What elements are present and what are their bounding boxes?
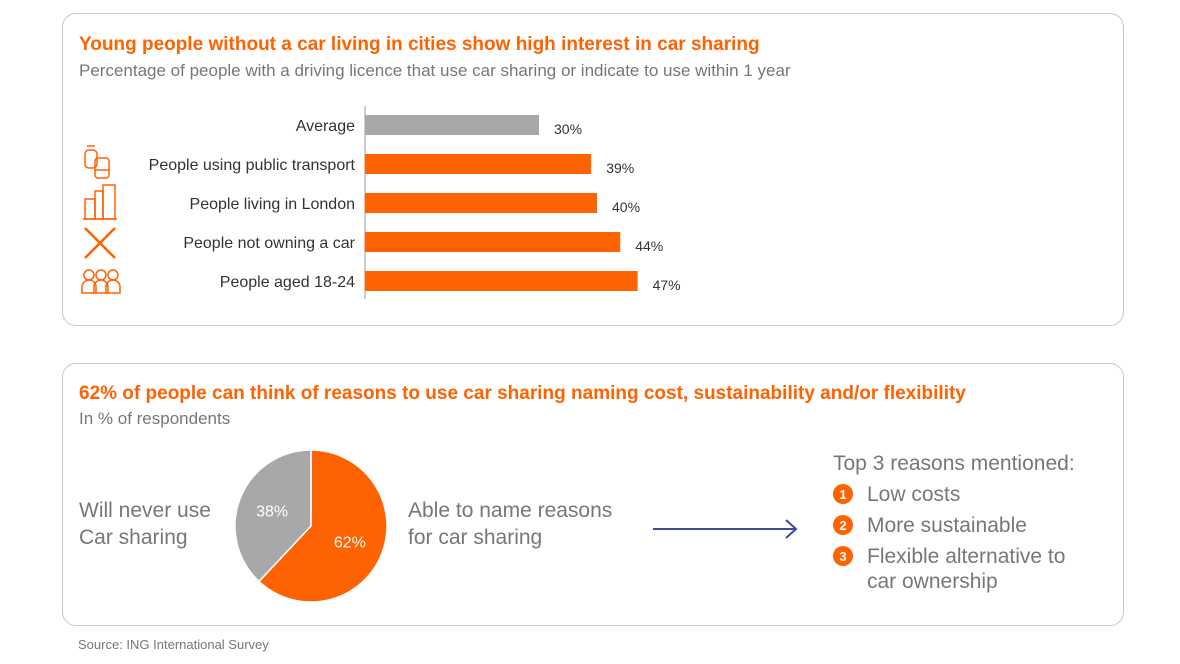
number-badge: 3 <box>833 546 853 566</box>
bar <box>365 193 597 213</box>
category-label: People living in London <box>190 196 355 213</box>
reason-text: Low costs <box>867 483 961 506</box>
never-use-label: Will never use Car sharing <box>79 497 211 551</box>
reason-text: car ownership <box>867 570 998 593</box>
data-label: 30% <box>554 121 582 137</box>
building <box>102 184 116 220</box>
data-label: 40% <box>612 199 640 215</box>
bus <box>94 157 110 179</box>
bar <box>365 232 621 252</box>
label-line: Car sharing <box>79 526 188 549</box>
body <box>93 279 109 294</box>
reason-text: Flexible alternative to <box>867 545 1066 568</box>
label-line: Will never use <box>79 499 211 522</box>
pie-chart-panel: 62% of people can think of reasons to us… <box>62 363 1124 626</box>
chart-title: 62% of people can think of reasons to us… <box>79 383 966 404</box>
pie-chart: 62% 38% <box>234 449 388 603</box>
head <box>107 269 119 281</box>
buildings-icon <box>83 184 117 220</box>
bar <box>365 115 539 135</box>
source-note: Source: ING International Survey <box>78 637 269 652</box>
data-label: 39% <box>606 160 634 176</box>
bar <box>365 154 592 174</box>
bar-chart-panel: Young people without a car living in cit… <box>62 13 1124 326</box>
pie-slice <box>234 449 312 583</box>
chart-subtitle: In % of respondents <box>79 409 231 428</box>
category-label: People aged 18-24 <box>220 274 355 291</box>
label-line: Able to name reasons <box>408 499 613 522</box>
arrow-right-icon <box>653 519 798 539</box>
head <box>83 269 95 281</box>
tram-bus-icon <box>84 145 110 179</box>
body <box>81 279 97 294</box>
building <box>94 190 104 220</box>
bar <box>365 271 638 291</box>
group-icon <box>81 269 121 294</box>
building <box>84 198 96 220</box>
number-badge: 1 <box>833 484 853 504</box>
number-badge: 2 <box>833 515 853 535</box>
reason-item: 2 More sustainable <box>833 513 1027 538</box>
label-line: for car sharing <box>408 526 543 549</box>
tram <box>84 149 98 169</box>
reason-item: 1 Low costs <box>833 482 960 507</box>
body <box>105 279 121 294</box>
category-label: Average <box>296 118 355 135</box>
chart-title: Young people without a car living in cit… <box>79 34 760 55</box>
data-label: 44% <box>635 238 663 254</box>
chart-subtitle: Percentage of people with a driving lice… <box>79 61 791 80</box>
cross-icon <box>84 227 116 259</box>
category-label: People not owning a car <box>183 235 355 252</box>
slice-label: 38% <box>256 504 288 521</box>
pie-slice <box>257 449 388 603</box>
reasons-title: Top 3 reasons mentioned: <box>833 452 1075 475</box>
reason-item: 3 Flexible alternative to car ownership <box>833 544 1065 594</box>
bar-chart: Average 30% People using public transport 3… <box>81 106 681 299</box>
head <box>95 269 107 281</box>
category-label: People using public transport <box>149 157 356 174</box>
reason-text: More sustainable <box>867 514 1027 537</box>
data-label: 47% <box>653 277 681 293</box>
name-reasons-label: Able to name reasons for car sharing <box>408 497 612 551</box>
cross-line <box>84 227 116 259</box>
slice-label: 62% <box>334 534 366 551</box>
